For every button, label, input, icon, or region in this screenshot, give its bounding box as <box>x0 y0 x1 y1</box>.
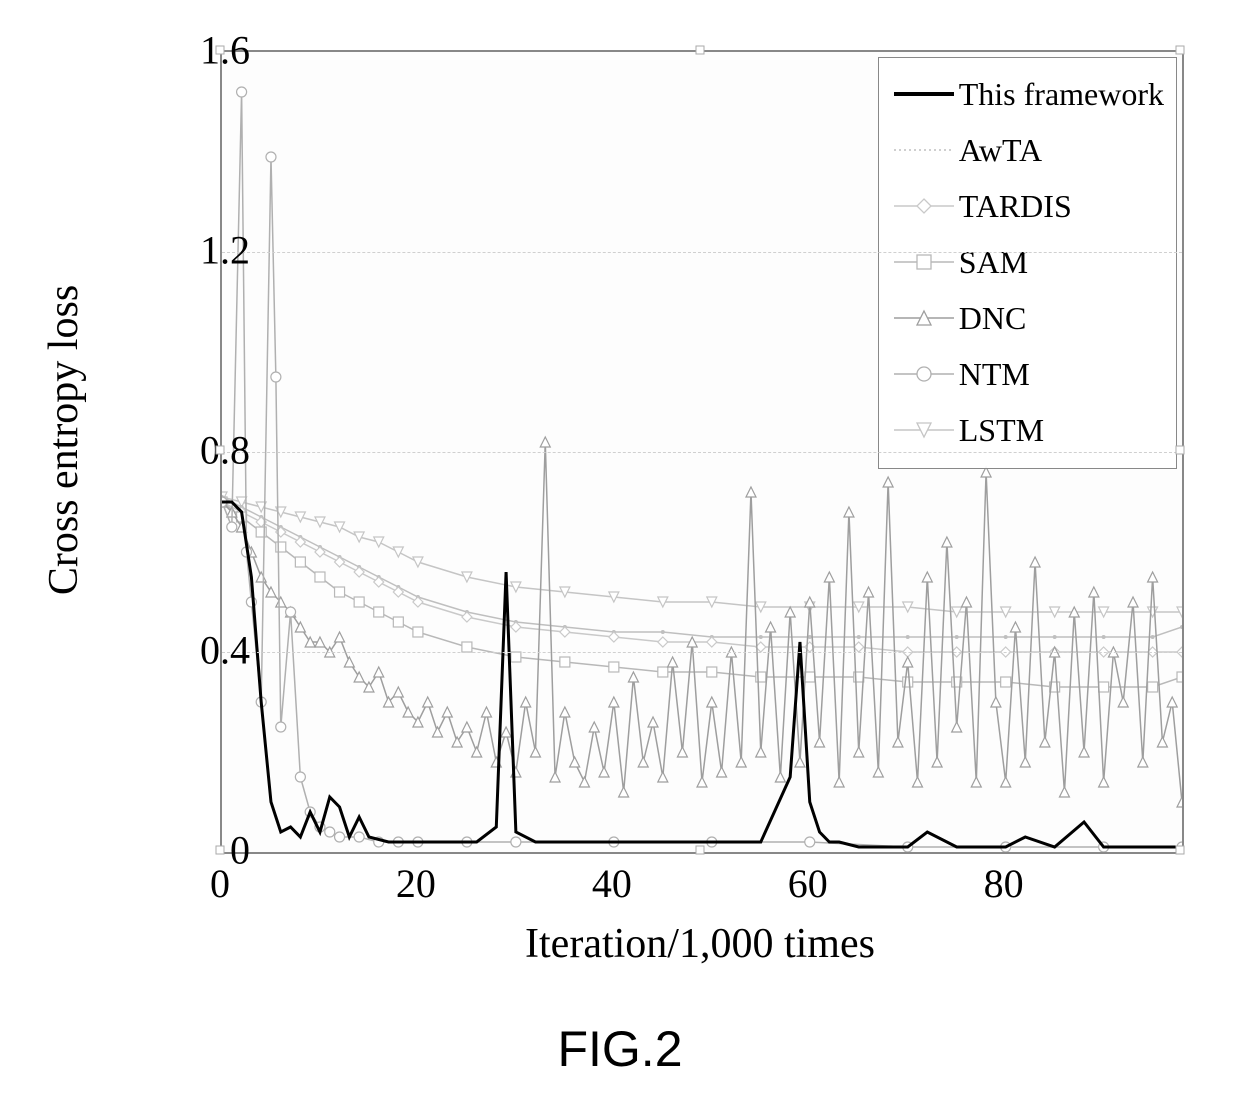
figure-caption: FIG.2 <box>557 1020 682 1078</box>
y-axis-label: Cross entropy loss <box>40 285 88 595</box>
legend-swatch <box>889 186 959 226</box>
plot-area: This framework AwTA TARDIS SAM DNC NTM LSTM <box>220 50 1184 854</box>
legend-swatch <box>889 74 959 114</box>
x-tick-label: 0 <box>190 860 250 907</box>
x-tick-label: 60 <box>778 860 838 907</box>
x-tick-label: 20 <box>386 860 446 907</box>
legend-label: DNC <box>959 300 1027 337</box>
frame-marker <box>216 846 225 855</box>
legend-item: NTM <box>889 346 1164 402</box>
y-tick-label: 1.6 <box>170 27 250 74</box>
frame-marker <box>1176 846 1185 855</box>
legend-swatch <box>889 410 959 450</box>
legend: This framework AwTA TARDIS SAM DNC NTM LSTM <box>878 57 1177 469</box>
x-axis-label: Iteration/1,000 times <box>525 920 875 968</box>
legend-swatch <box>889 298 959 338</box>
frame-marker <box>216 446 225 455</box>
legend-swatch <box>889 354 959 394</box>
legend-swatch <box>889 242 959 282</box>
x-tick-label: 40 <box>582 860 642 907</box>
frame-marker <box>1176 46 1185 55</box>
legend-label: SAM <box>959 244 1028 281</box>
gridline <box>222 452 1182 453</box>
legend-label: TARDIS <box>959 188 1072 225</box>
chart-container: This framework AwTA TARDIS SAM DNC NTM LSTM 0 0… <box>20 20 1220 1090</box>
legend-label: NTM <box>959 356 1030 393</box>
legend-item: This framework <box>889 66 1164 122</box>
legend-item: TARDIS <box>889 178 1164 234</box>
y-tick-label: 0.8 <box>170 427 250 474</box>
frame-marker <box>696 46 705 55</box>
frame-marker <box>1176 446 1185 455</box>
legend-label: AwTA <box>959 132 1042 169</box>
y-tick-label: 0.4 <box>170 627 250 674</box>
gridline <box>222 252 1182 253</box>
legend-item: DNC <box>889 290 1164 346</box>
y-tick-label: 1.2 <box>170 227 250 274</box>
legend-label: This framework <box>959 76 1164 113</box>
frame-marker <box>216 46 225 55</box>
legend-item: AwTA <box>889 122 1164 178</box>
legend-label: LSTM <box>959 412 1044 449</box>
frame-marker <box>696 846 705 855</box>
legend-item: SAM <box>889 234 1164 290</box>
legend-item: LSTM <box>889 402 1164 458</box>
gridline <box>222 652 1182 653</box>
x-tick-label: 80 <box>974 860 1034 907</box>
legend-swatch <box>889 130 959 170</box>
